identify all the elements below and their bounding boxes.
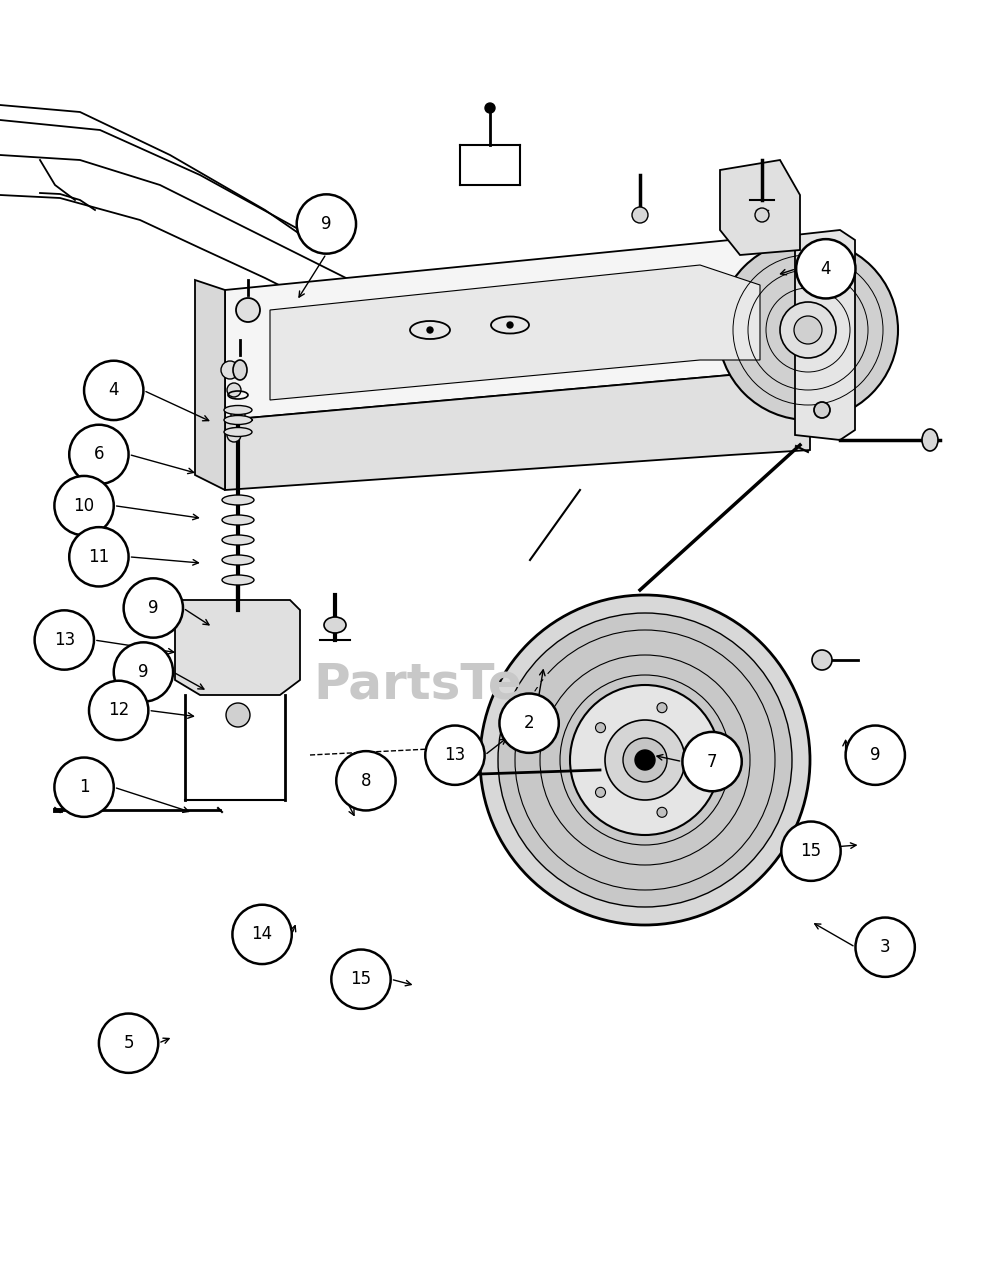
- Circle shape: [595, 723, 605, 732]
- Circle shape: [657, 808, 667, 818]
- Ellipse shape: [233, 360, 247, 380]
- Circle shape: [221, 361, 239, 379]
- Circle shape: [236, 298, 260, 323]
- Circle shape: [425, 726, 485, 785]
- Circle shape: [331, 950, 391, 1009]
- Circle shape: [623, 739, 667, 782]
- Ellipse shape: [922, 429, 938, 451]
- Circle shape: [297, 195, 356, 253]
- Circle shape: [451, 765, 469, 783]
- Polygon shape: [225, 241, 810, 420]
- Text: 5: 5: [124, 1034, 134, 1052]
- Text: 13: 13: [53, 631, 75, 649]
- Text: 8: 8: [361, 772, 371, 790]
- Circle shape: [232, 905, 292, 964]
- Text: 4: 4: [109, 381, 119, 399]
- Ellipse shape: [224, 406, 252, 415]
- Circle shape: [814, 252, 830, 268]
- Ellipse shape: [222, 495, 254, 506]
- Text: 12: 12: [108, 701, 130, 719]
- Circle shape: [227, 383, 241, 397]
- Text: 9: 9: [321, 215, 331, 233]
- Circle shape: [227, 428, 241, 442]
- Circle shape: [781, 822, 841, 881]
- Text: 11: 11: [88, 548, 110, 566]
- Circle shape: [499, 694, 559, 753]
- Circle shape: [99, 1014, 158, 1073]
- Ellipse shape: [222, 515, 254, 525]
- Circle shape: [69, 425, 129, 484]
- Circle shape: [89, 681, 148, 740]
- Ellipse shape: [224, 416, 252, 425]
- Polygon shape: [795, 230, 855, 440]
- Circle shape: [54, 758, 114, 817]
- Text: 9: 9: [148, 599, 158, 617]
- Text: 9: 9: [138, 663, 148, 681]
- Polygon shape: [175, 600, 300, 695]
- Text: 2: 2: [524, 714, 534, 732]
- Circle shape: [114, 643, 173, 701]
- Text: 10: 10: [73, 497, 95, 515]
- Text: 15: 15: [350, 970, 372, 988]
- Circle shape: [605, 719, 685, 800]
- Text: 6: 6: [94, 445, 104, 463]
- Circle shape: [231, 408, 245, 422]
- Circle shape: [755, 207, 769, 221]
- Circle shape: [336, 751, 396, 810]
- Polygon shape: [195, 280, 225, 490]
- Circle shape: [695, 755, 705, 765]
- Circle shape: [796, 239, 855, 298]
- Circle shape: [427, 326, 433, 333]
- Circle shape: [485, 102, 495, 113]
- Circle shape: [794, 316, 822, 344]
- Text: 13: 13: [444, 746, 466, 764]
- Circle shape: [657, 703, 667, 713]
- Circle shape: [846, 726, 905, 785]
- Circle shape: [124, 579, 183, 637]
- Circle shape: [635, 750, 655, 771]
- Circle shape: [35, 611, 94, 669]
- Circle shape: [780, 302, 836, 358]
- Circle shape: [570, 685, 720, 835]
- Ellipse shape: [222, 575, 254, 585]
- Circle shape: [69, 527, 129, 586]
- Circle shape: [84, 361, 143, 420]
- Ellipse shape: [222, 535, 254, 545]
- Circle shape: [54, 476, 114, 535]
- Polygon shape: [270, 265, 760, 399]
- Circle shape: [814, 402, 830, 419]
- Circle shape: [632, 207, 648, 223]
- Text: 9: 9: [870, 746, 880, 764]
- Ellipse shape: [222, 556, 254, 564]
- Text: 3: 3: [880, 938, 890, 956]
- Text: 7: 7: [707, 753, 717, 771]
- Polygon shape: [225, 375, 810, 490]
- Text: PartsTee: PartsTee: [314, 660, 557, 709]
- Circle shape: [595, 787, 605, 797]
- Circle shape: [226, 703, 250, 727]
- Circle shape: [480, 595, 810, 925]
- Polygon shape: [720, 160, 800, 255]
- Circle shape: [855, 918, 915, 977]
- Ellipse shape: [224, 428, 252, 436]
- Circle shape: [682, 732, 742, 791]
- Text: 4: 4: [821, 260, 831, 278]
- Circle shape: [812, 650, 832, 669]
- Text: 1: 1: [79, 778, 89, 796]
- Text: 14: 14: [251, 925, 273, 943]
- Circle shape: [507, 323, 513, 328]
- Circle shape: [498, 613, 792, 908]
- Circle shape: [718, 241, 898, 420]
- Text: 15: 15: [800, 842, 822, 860]
- Ellipse shape: [324, 617, 346, 634]
